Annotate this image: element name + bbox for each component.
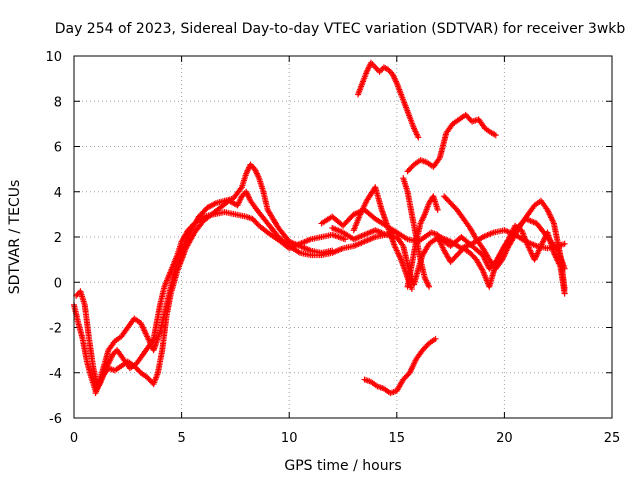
x-tick-label: 20	[496, 431, 513, 446]
plot-frame	[73, 55, 613, 419]
data-point	[408, 286, 415, 293]
x-axis-label: GPS time / hours	[284, 458, 401, 474]
x-tick-label: 15	[389, 431, 406, 446]
series-arc-h	[404, 193, 441, 290]
x-tick-label: 10	[281, 431, 298, 446]
data-point	[426, 283, 433, 290]
data-point	[434, 206, 441, 213]
series-arc-j	[404, 111, 499, 175]
data-point	[561, 240, 568, 247]
y-tick-label: 8	[54, 95, 62, 110]
y-tick-label: -2	[49, 322, 62, 337]
series-arc-m	[434, 222, 568, 297]
x-tick-label: 25	[604, 431, 621, 446]
y-tick-label: 0	[54, 276, 62, 291]
series-arc-i	[355, 59, 422, 141]
data-point	[561, 290, 568, 297]
y-tick-label: 2	[54, 231, 62, 246]
y-axis-label: SDTVAR / TECUs	[7, 180, 23, 295]
data-marks	[71, 59, 568, 397]
axis-ticks: 0 5 10 15 20 25 -6 -4 -2 0 2 4 6 8 10	[45, 50, 620, 446]
y-tick-label: 4	[54, 186, 62, 201]
data-point	[415, 134, 422, 141]
data-point	[432, 335, 439, 342]
y-tick-label: -4	[49, 367, 62, 382]
series-arc-k	[361, 335, 439, 397]
y-tick-label: 6	[54, 141, 62, 156]
y-tick-label: -6	[49, 412, 62, 427]
y-tick-label: 10	[45, 50, 62, 65]
x-tick-label: 0	[70, 431, 78, 446]
data-point	[342, 236, 349, 243]
series-arc-c	[92, 188, 400, 397]
chart-title: Day 254 of 2023, Sidereal Day-to-day VTE…	[55, 21, 626, 37]
x-tick-label: 5	[177, 431, 185, 446]
data-point	[492, 132, 499, 139]
